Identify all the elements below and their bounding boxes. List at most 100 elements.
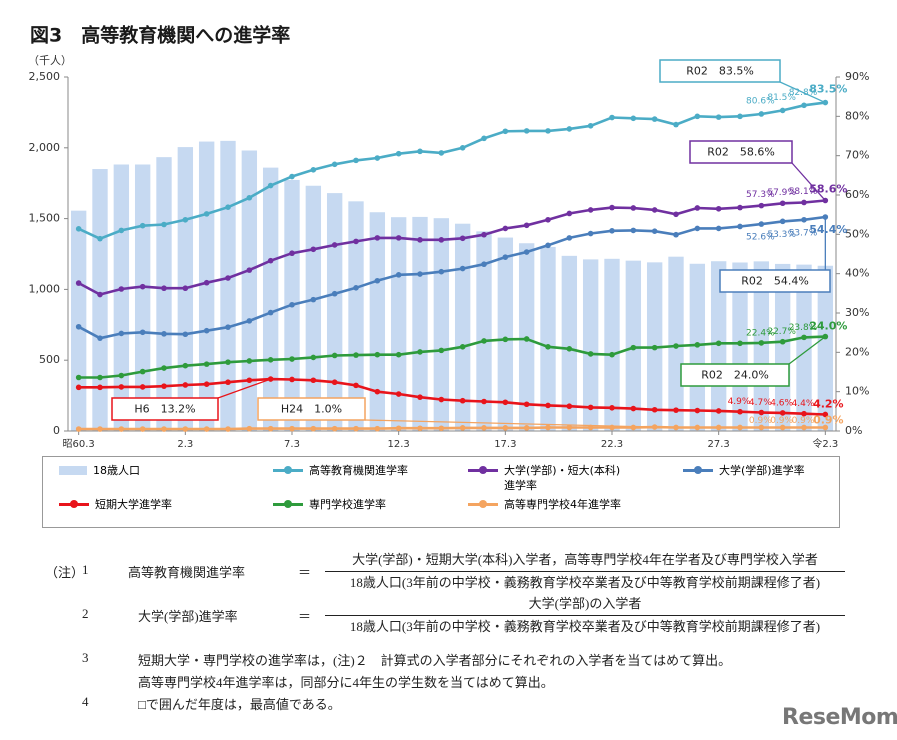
line-point (310, 167, 317, 173)
y2-tick-label: 30% (845, 306, 869, 319)
line-point (523, 222, 530, 229)
line-series (78, 101, 826, 241)
line-point (566, 210, 573, 217)
line-point (374, 425, 381, 432)
line-point (225, 379, 231, 386)
line-point (395, 272, 402, 278)
y2-tick-label: 90% (845, 70, 869, 83)
line-point (161, 383, 167, 389)
line-point (289, 425, 295, 432)
line-point (310, 354, 317, 361)
line-point (75, 280, 82, 286)
note-number: 2 (82, 606, 89, 621)
data-label: 58.1% (789, 187, 818, 197)
line-series (78, 425, 826, 431)
note-equals: ＝ (298, 565, 312, 580)
line-point (715, 225, 722, 232)
bar (113, 164, 130, 432)
line-point (822, 411, 829, 418)
callout-arrow (791, 162, 826, 201)
line-point (97, 235, 103, 242)
line-point (246, 318, 253, 324)
bar (134, 164, 151, 432)
numerator: 大学(学部)・短期大学(本科)入学者，高等専門学校4年在学者及び専門学校入学者 (352, 552, 818, 567)
line-point (139, 329, 146, 336)
bar (774, 263, 791, 431)
line-point (75, 226, 82, 232)
line-point (118, 384, 125, 390)
bar (390, 217, 407, 431)
bar (92, 169, 108, 432)
line-point (182, 331, 189, 338)
legend-item: 高等専門学校4年進学率 (468, 497, 658, 512)
bar (156, 157, 172, 431)
line-point (353, 238, 359, 245)
line-point (523, 249, 530, 255)
line-point (737, 340, 743, 347)
line-point (395, 150, 402, 157)
callout-box (719, 269, 831, 293)
line-series (78, 199, 826, 296)
line-point (374, 351, 381, 358)
bar (305, 185, 322, 431)
line-point (779, 107, 786, 114)
line-point (673, 211, 679, 218)
line-point (609, 404, 615, 411)
x-tick-label: 22.3 (601, 439, 623, 450)
line-point (289, 250, 295, 257)
y2-tick-label: 40% (845, 267, 869, 280)
data-label: 0.9% (749, 416, 772, 426)
line-point (779, 424, 786, 431)
line-point (694, 424, 701, 431)
data-label: 53.3% (767, 230, 796, 240)
y-tick-label: 2,500 (29, 70, 61, 83)
line-point (694, 342, 701, 348)
fraction-bar (325, 615, 845, 616)
line-point (651, 424, 658, 430)
callout-arrow (217, 378, 271, 399)
x-tick-label: 2.3 (177, 439, 193, 450)
note-text: 短期大学・専門学校の進学率は，(注)２ 計算式の入学者部分にそれぞれの入学者を当… (138, 653, 732, 668)
line-point (331, 290, 338, 297)
y2-tick-label: 80% (845, 109, 869, 122)
line-point (267, 182, 274, 189)
data-label: 52.6% (746, 233, 775, 243)
line-point (566, 345, 573, 352)
line-point (502, 399, 509, 406)
line-point (523, 128, 530, 134)
line-point (267, 257, 274, 264)
line-point (545, 216, 551, 223)
line-point (609, 114, 615, 121)
line-point (438, 347, 445, 354)
x-tick-label: 17.3 (494, 439, 516, 450)
line-point (587, 122, 594, 129)
line-point (118, 426, 125, 432)
bar (497, 237, 514, 431)
line-point (673, 231, 679, 238)
legend-dot (284, 466, 292, 474)
callout-text: R02 58.6% (707, 146, 775, 159)
line-point (97, 384, 103, 391)
data-label: 54.4% (809, 223, 847, 236)
line-point (609, 351, 615, 358)
y-tick-label: 1,000 (29, 282, 61, 295)
callout-text: H6 13.2% (134, 403, 195, 416)
line-point (481, 338, 487, 344)
line-series (78, 377, 826, 416)
line-point (182, 362, 189, 369)
line-point (97, 335, 103, 341)
callout-arrow (788, 336, 826, 365)
line-point (75, 374, 82, 381)
legend-label: 大学(学部)・短大(本科)進学率 (504, 464, 621, 492)
data-label: 22.4% (746, 328, 775, 338)
line-point (75, 426, 82, 432)
line-point (203, 211, 210, 217)
line-point (737, 113, 743, 120)
note-heading: （注） (45, 565, 85, 580)
line-point (545, 344, 551, 350)
line-point (801, 216, 807, 223)
line-point (673, 121, 679, 128)
line-point (566, 126, 573, 132)
line-point (139, 384, 146, 390)
line-point (502, 336, 509, 343)
